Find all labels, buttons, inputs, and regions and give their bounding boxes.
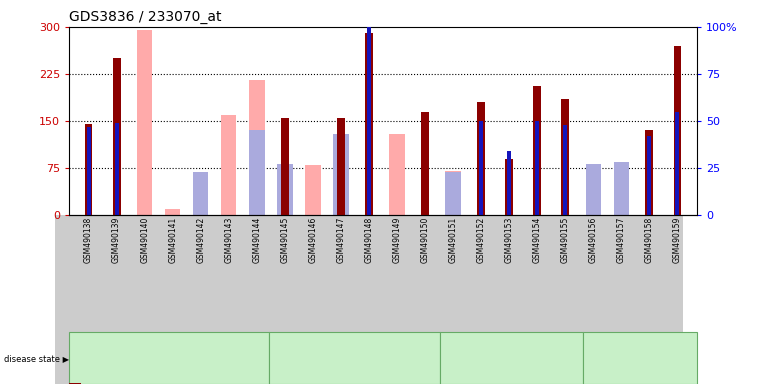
Bar	[445, 171, 461, 215]
Text: invasive cancer of intraductal
papillary-mucinous
neoplasm (IPMN): invasive cancer of intraductal papillary…	[583, 343, 697, 373]
Bar	[676, 112, 679, 215]
Text: intraductal papillary-mucinous carcinoma
(IPMC): intraductal papillary-mucinous carcinoma…	[431, 348, 591, 368]
Bar	[563, 125, 568, 215]
Text: count: count	[87, 383, 113, 384]
Bar	[221, 115, 237, 215]
Text: intraductal papillary-mucinous adenoma
(IPMA): intraductal papillary-mucinous adenoma (…	[277, 348, 433, 368]
Bar	[673, 46, 682, 215]
Bar	[507, 151, 511, 215]
Bar	[281, 118, 289, 215]
Bar	[506, 159, 513, 215]
Bar	[477, 102, 485, 215]
Bar	[84, 124, 93, 215]
Bar	[333, 134, 349, 215]
Bar	[337, 118, 345, 215]
Bar	[614, 168, 629, 215]
Bar	[305, 165, 321, 215]
Bar	[480, 121, 483, 215]
Bar	[585, 165, 601, 215]
Bar	[445, 172, 461, 215]
Bar	[585, 164, 601, 215]
Bar	[87, 127, 90, 215]
Bar	[165, 209, 181, 215]
Bar	[365, 33, 373, 215]
Bar	[421, 112, 429, 215]
Bar	[249, 80, 264, 215]
Bar	[193, 172, 208, 215]
Bar	[561, 99, 569, 215]
Bar	[614, 162, 629, 215]
Bar	[277, 164, 293, 215]
Bar	[646, 131, 653, 215]
Bar	[113, 58, 120, 215]
Bar	[389, 134, 404, 215]
Text: control, normal: control, normal	[139, 354, 198, 362]
Bar	[193, 172, 208, 215]
Bar	[535, 121, 539, 215]
Bar	[137, 30, 152, 215]
Bar	[367, 27, 371, 215]
Bar	[533, 86, 541, 215]
Bar	[115, 123, 119, 215]
Bar	[647, 136, 651, 215]
Text: GDS3836 / 233070_at: GDS3836 / 233070_at	[69, 10, 221, 25]
Bar	[249, 131, 264, 215]
Text: disease state ▶: disease state ▶	[4, 354, 69, 362]
